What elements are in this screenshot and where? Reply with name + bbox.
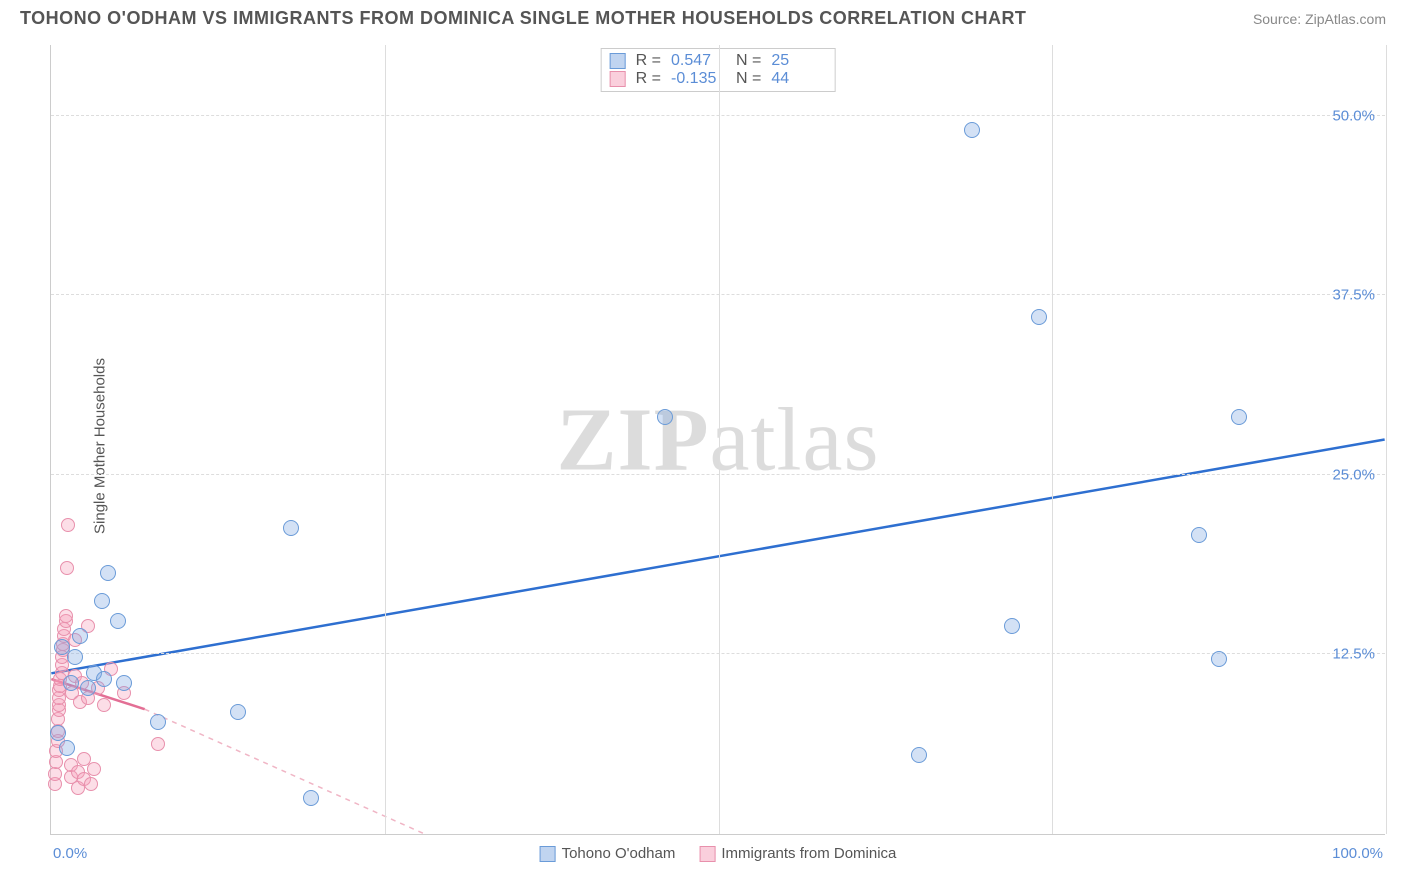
data-point: [60, 561, 74, 575]
y-tick-label: 37.5%: [1332, 287, 1375, 304]
data-point: [72, 628, 88, 644]
data-point: [911, 747, 927, 763]
data-point: [80, 680, 96, 696]
data-point: [964, 122, 980, 138]
data-point: [1231, 409, 1247, 425]
chart-title: TOHONO O'ODHAM VS IMMIGRANTS FROM DOMINI…: [20, 8, 1026, 29]
data-point: [96, 671, 112, 687]
gridline-v: [719, 45, 720, 834]
data-point: [100, 565, 116, 581]
data-point: [303, 790, 319, 806]
data-point: [110, 613, 126, 629]
data-point: [94, 593, 110, 609]
y-tick-label: 12.5%: [1332, 646, 1375, 663]
data-point: [150, 714, 166, 730]
data-point: [59, 740, 75, 756]
data-point: [116, 675, 132, 691]
data-point: [67, 649, 83, 665]
data-point: [151, 737, 165, 751]
data-point: [1211, 651, 1227, 667]
gridline-v: [1386, 45, 1387, 834]
swatch-icon: [610, 71, 626, 87]
data-point: [61, 518, 75, 532]
swatch-icon: [610, 53, 626, 69]
scatter-chart: ZIPatlas R = 0.547 N = 25 R = -0.135 N =…: [50, 45, 1385, 835]
data-point: [84, 777, 98, 791]
data-point: [230, 704, 246, 720]
data-point: [1191, 527, 1207, 543]
data-point: [59, 609, 73, 623]
data-point: [63, 675, 79, 691]
gridline-v: [1052, 45, 1053, 834]
swatch-icon: [540, 846, 556, 862]
y-tick-label: 25.0%: [1332, 466, 1375, 483]
x-tick-label: 0.0%: [53, 845, 87, 862]
data-point: [87, 762, 101, 776]
data-point: [50, 725, 66, 741]
data-point: [97, 698, 111, 712]
swatch-icon: [699, 846, 715, 862]
data-point: [283, 520, 299, 536]
data-point: [1031, 309, 1047, 325]
data-point: [657, 409, 673, 425]
data-point: [1004, 618, 1020, 634]
gridline-v: [385, 45, 386, 834]
chart-header: TOHONO O'ODHAM VS IMMIGRANTS FROM DOMINI…: [0, 0, 1406, 33]
legend-item-blue: Tohono O'odham: [540, 845, 676, 862]
x-tick-label: 100.0%: [1332, 845, 1383, 862]
legend-item-pink: Immigrants from Dominica: [699, 845, 896, 862]
y-tick-label: 50.0%: [1332, 107, 1375, 124]
legend: Tohono O'odham Immigrants from Dominica: [540, 845, 897, 862]
chart-source: Source: ZipAtlas.com: [1253, 11, 1386, 27]
